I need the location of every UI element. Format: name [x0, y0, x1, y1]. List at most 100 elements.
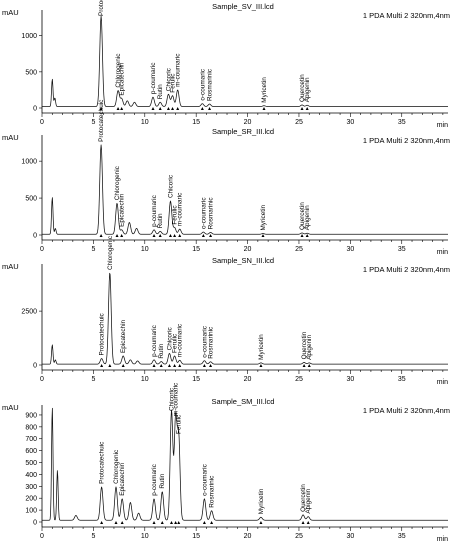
panel-title: Sample_SM_III.lcd [212, 397, 275, 406]
peak-marker [152, 234, 156, 237]
x-axis-unit-label: min [437, 536, 448, 543]
peak-marker [202, 521, 206, 524]
x-tick-label: 5 [91, 246, 95, 253]
peak-marker [300, 234, 304, 237]
peak-label: Chicoric [166, 326, 173, 350]
peak-marker [99, 107, 103, 110]
peak-marker [302, 364, 306, 367]
peak-label: m-coumaric [175, 53, 182, 87]
peak-label: Chlorogenic [115, 53, 122, 88]
peak-label: Rosmarinic [209, 475, 216, 508]
peak-label: Chlorogenic [113, 449, 120, 484]
peak-label: Rosmarinic [208, 326, 215, 359]
peak-label: m-coumaric [173, 382, 180, 416]
peak-marker [178, 364, 182, 367]
y-tick-label: 300 [25, 484, 37, 491]
peak-marker [261, 234, 265, 237]
peak-label: Apigenin [306, 335, 313, 360]
peak-marker [152, 364, 156, 367]
y-axis-unit-label: mAU [2, 133, 19, 142]
x-tick-label: 20 [244, 246, 252, 253]
x-tick-label: 0 [40, 533, 44, 540]
peak-label: Quercetin [300, 484, 307, 512]
peak-label: Myricetin [258, 488, 265, 514]
peak-marker [166, 107, 170, 110]
peak-label: Rutin [159, 473, 166, 488]
peak-marker [259, 521, 263, 524]
peak-label: Protocatechuic [99, 441, 106, 484]
chromatogram-trace [42, 144, 448, 235]
peak-marker [176, 107, 180, 110]
peak-marker [202, 364, 206, 367]
peak-label: Ferulic [176, 414, 183, 434]
peak-label: Apigenin [304, 205, 311, 230]
peak-marker [177, 521, 181, 524]
x-tick-label: 25 [295, 376, 303, 383]
y-axis-unit-label: mAU [2, 262, 19, 271]
x-tick-label: 25 [295, 119, 303, 126]
peak-marker [210, 521, 214, 524]
y-tick-label: 800 [25, 424, 37, 431]
x-tick-label: 15 [192, 119, 200, 126]
x-tick-label: 30 [346, 376, 354, 383]
peak-label: Quercetin [299, 74, 306, 102]
peak-marker [306, 521, 310, 524]
x-tick-label: 5 [91, 533, 95, 540]
peak-marker [99, 234, 103, 237]
peak-label: Chlorogenic [114, 165, 121, 200]
peak-label: Protocatechuic [98, 0, 105, 16]
peak-marker [174, 521, 178, 524]
chromatogram-trace [42, 407, 448, 521]
x-tick-label: 35 [398, 376, 406, 383]
peak-marker [158, 234, 162, 237]
peak-marker [152, 521, 156, 524]
y-tick-label: 400 [25, 472, 37, 479]
chromatogram-panel-4: Sample_SM_III.lcd 1 PDA Multi 2 320nm,4nm… [2, 382, 450, 543]
peak-marker [307, 364, 311, 367]
detector-label: 1 PDA Multi 2 320nm,4nm [363, 406, 450, 415]
peak-label: Quercetin [301, 331, 308, 359]
peak-label: Epicatechin [119, 193, 126, 226]
panel-title: Sample_SR_III.lcd [212, 127, 274, 136]
peak-marker [171, 107, 175, 110]
x-axis-unit-label: min [437, 379, 448, 386]
x-tick-label: 10 [141, 533, 149, 540]
peak-marker [300, 107, 304, 110]
y-tick-label: 1000 [21, 159, 37, 166]
peak-marker [200, 107, 204, 110]
y-tick-label: 500 [25, 196, 37, 203]
peak-label: o-coumaric [200, 197, 207, 229]
x-tick-label: 10 [141, 246, 149, 253]
panel-title: Sample_SV_III.lcd [212, 2, 274, 11]
peak-label: m-coumaric [177, 192, 184, 226]
peak-marker [159, 364, 163, 367]
x-tick-label: 25 [295, 246, 303, 253]
peak-marker [209, 364, 213, 367]
chromatogram-panel-2: Sample_SR_III.lcd 1 PDA Multi 2 320nm,4nm… [2, 99, 450, 256]
peak-marker [120, 107, 124, 110]
peak-label: p-coumaric [151, 463, 158, 495]
peak-label: p-coumaric [150, 62, 157, 94]
y-tick-label: 0 [33, 233, 37, 240]
peak-label: Chlorogenic [107, 235, 114, 270]
peak-label: Apigenin [304, 77, 311, 102]
y-tick-label: 900 [25, 412, 37, 419]
peak-marker [151, 107, 155, 110]
peak-label: o-coumaric [199, 68, 206, 100]
peak-marker [201, 234, 205, 237]
peak-label: Chicoric [165, 67, 172, 91]
peak-label: Rosmarinic [208, 197, 215, 230]
detector-label: 1 PDA Multi 2 320nm,4nm [363, 11, 450, 20]
peak-label: Protocatechuic [98, 99, 105, 142]
peak-marker [100, 364, 104, 367]
peak-marker [167, 364, 171, 367]
x-tick-label: 15 [192, 533, 200, 540]
chromatogram-trace [42, 272, 448, 365]
y-tick-label: 0 [33, 363, 37, 370]
x-tick-label: 30 [346, 533, 354, 540]
y-tick-label: 700 [25, 436, 37, 443]
chromatogram-trace [42, 15, 448, 107]
x-tick-label: 5 [91, 376, 95, 383]
x-tick-label: 35 [398, 246, 406, 253]
